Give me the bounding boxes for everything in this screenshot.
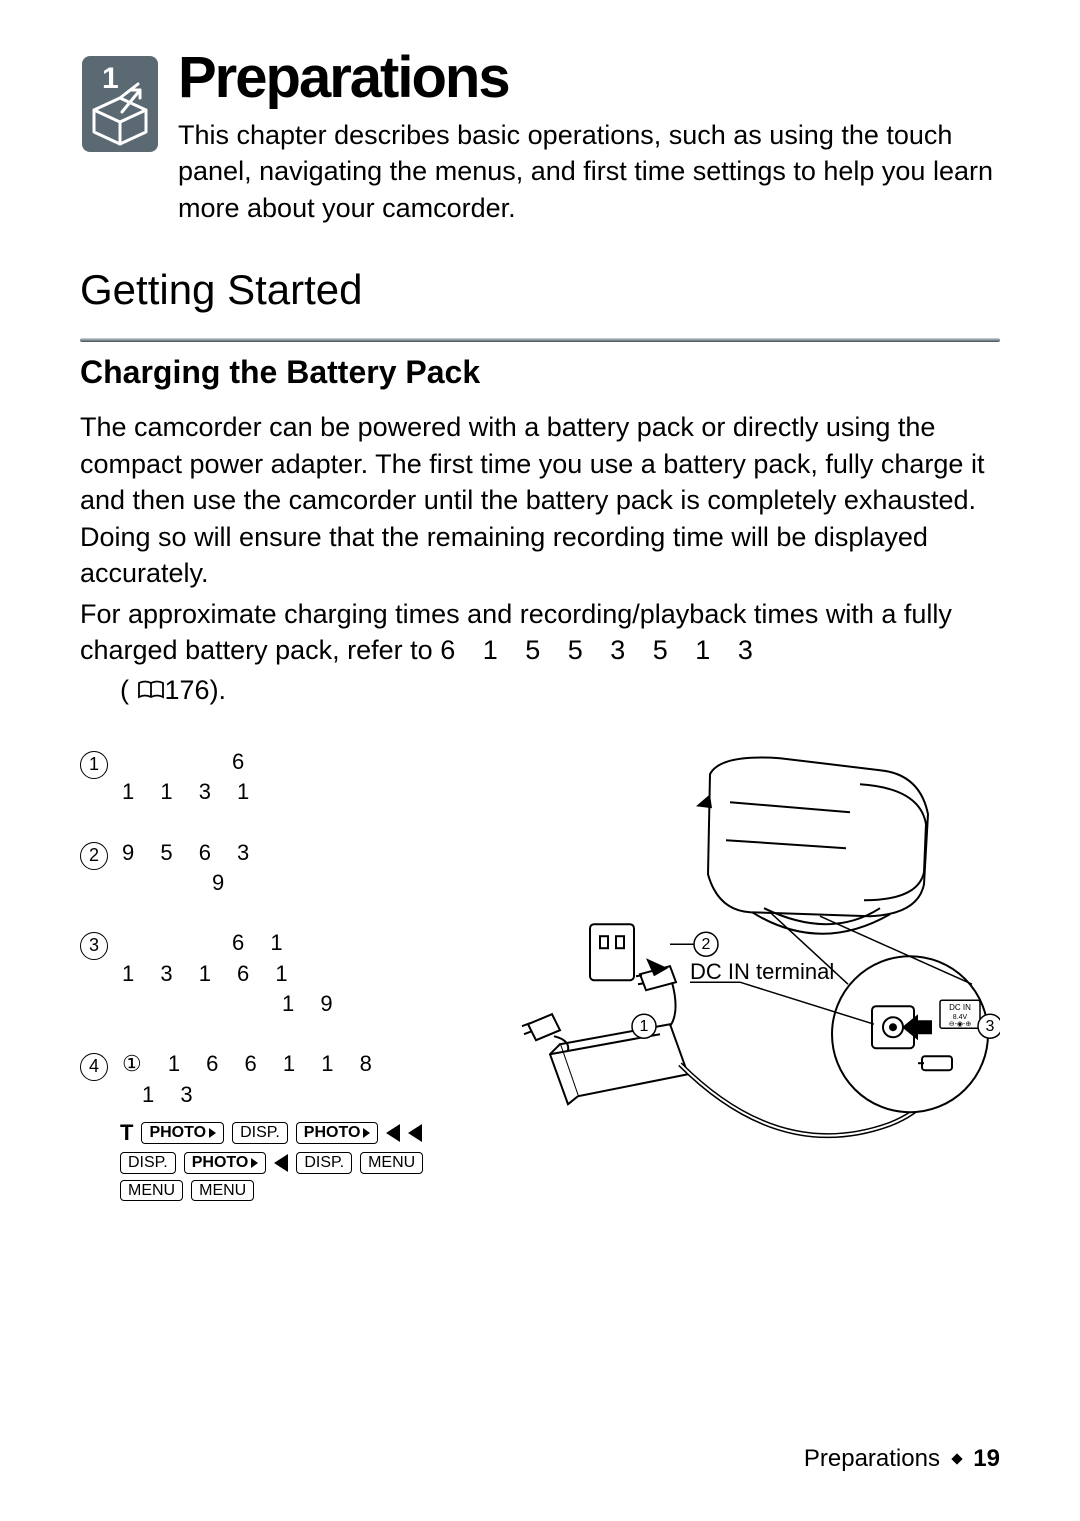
chip-row-1: T PHOTO DISP. PHOTO — [120, 1120, 500, 1146]
chip-row-2: DISP. PHOTO DISP. MENU — [120, 1152, 500, 1174]
step-1-line2: 1 1 3 1 — [122, 777, 259, 807]
page-footer: Preparations 19 — [804, 1445, 1000, 1473]
triangle-left-icon — [386, 1124, 400, 1142]
step-number-4: 4 — [80, 1053, 108, 1081]
step-4-line1: ① 1 6 6 1 1 8 — [122, 1049, 382, 1079]
chip-row-3: MENU MENU — [120, 1180, 500, 1202]
page-reference: ( 176). — [120, 672, 1000, 710]
step-list: 1 6 1 1 3 1 2 9 5 6 3 9 — [80, 747, 500, 1110]
step-2-line2: 9 — [212, 868, 259, 898]
step-3-line2: 1 3 1 6 1 — [122, 959, 343, 989]
step-1-text: 6 1 1 3 1 — [122, 747, 259, 808]
body-paragraph-1: The camcorder can be powered with a batt… — [80, 409, 1000, 591]
diamond-icon — [951, 1453, 962, 1464]
ref-number: 176). — [165, 675, 227, 705]
chapter-header: 1 Preparations This chapter describes ba… — [80, 50, 1000, 226]
button-chips-block: T PHOTO DISP. PHOTO DISP. PHOTO DISP. ME… — [120, 1120, 500, 1201]
triangle-left-icon-3 — [274, 1154, 288, 1172]
svg-text:1: 1 — [102, 62, 119, 95]
section-rule — [80, 338, 1000, 342]
triangle-left-icon-2 — [408, 1124, 422, 1142]
footer-page-number: 19 — [973, 1445, 1000, 1472]
chapter-text-block: Preparations This chapter describes basi… — [178, 50, 1000, 226]
photo-chip-3: PHOTO — [184, 1152, 267, 1174]
footer-section-name: Preparations — [804, 1445, 940, 1472]
subsection-title: Charging the Battery Pack — [80, 354, 1000, 391]
chapter-title: Preparations — [178, 44, 1000, 111]
book-icon — [137, 674, 165, 710]
svg-text:⊖-◉-⊕: ⊖-◉-⊕ — [949, 1021, 972, 1028]
step-3-line3: 1 9 — [282, 989, 343, 1019]
svg-text:2: 2 — [702, 936, 711, 953]
step-2-text: 9 5 6 3 9 — [122, 838, 259, 899]
ref-open-paren: ( — [120, 675, 129, 705]
step-number-3: 3 — [80, 932, 108, 960]
content-columns: 1 6 1 1 3 1 2 9 5 6 3 9 — [80, 741, 1000, 1207]
step-number-1: 1 — [80, 751, 108, 779]
body-paragraph-2: For approximate charging times and recor… — [80, 596, 1000, 669]
diagram-column: DC IN 8.4V ⊖-◉-⊕ — [520, 741, 1000, 1207]
step-3-text: 6 1 1 3 1 6 1 1 9 — [122, 928, 343, 1019]
dcin-plate-line2: 8.4V — [953, 1014, 968, 1021]
steps-column: 1 6 1 1 3 1 2 9 5 6 3 9 — [80, 741, 500, 1207]
dcin-plate-line1: DC IN — [949, 1003, 971, 1012]
menu-chip-2: MENU — [120, 1180, 183, 1202]
step-2: 2 9 5 6 3 9 — [80, 838, 500, 899]
step-4-line2: 1 3 — [142, 1080, 382, 1110]
step-3-line1: 6 1 — [232, 928, 343, 958]
manual-page: 1 Preparations This chapter describes ba… — [0, 0, 1080, 1521]
chapter-description: This chapter describes basic operations,… — [178, 117, 1000, 226]
zoom-t-icon: T — [120, 1120, 133, 1146]
step-4-text: ① 1 6 6 1 1 8 1 3 — [122, 1049, 382, 1110]
step-number-2: 2 — [80, 842, 108, 870]
step-3: 3 6 1 1 3 1 6 1 1 9 — [80, 928, 500, 1019]
dc-in-terminal-label: DC IN terminal — [690, 959, 834, 985]
photo-chip-2: PHOTO — [296, 1122, 379, 1144]
step-1-line1: 6 — [232, 747, 259, 777]
disp-chip-2: DISP. — [120, 1152, 176, 1174]
menu-chip: MENU — [360, 1152, 423, 1174]
body-p2-nums: 6 1 5 5 3 5 1 3 — [440, 635, 763, 665]
photo-chip: PHOTO — [141, 1122, 224, 1144]
svg-text:1: 1 — [640, 1018, 649, 1035]
chapter-box-icon: 1 — [80, 54, 160, 154]
disp-chip-3: DISP. — [296, 1152, 352, 1174]
section-title: Getting Started — [80, 266, 1000, 314]
menu-chip-3: MENU — [191, 1180, 254, 1202]
disp-chip: DISP. — [232, 1122, 288, 1144]
charging-diagram: DC IN 8.4V ⊖-◉-⊕ — [520, 741, 1000, 1207]
step-1: 1 6 1 1 3 1 — [80, 747, 500, 808]
svg-text:3: 3 — [986, 1018, 995, 1035]
step-2-line1: 9 5 6 3 — [122, 838, 259, 868]
step-4: 4 ① 1 6 6 1 1 8 1 3 — [80, 1049, 500, 1110]
